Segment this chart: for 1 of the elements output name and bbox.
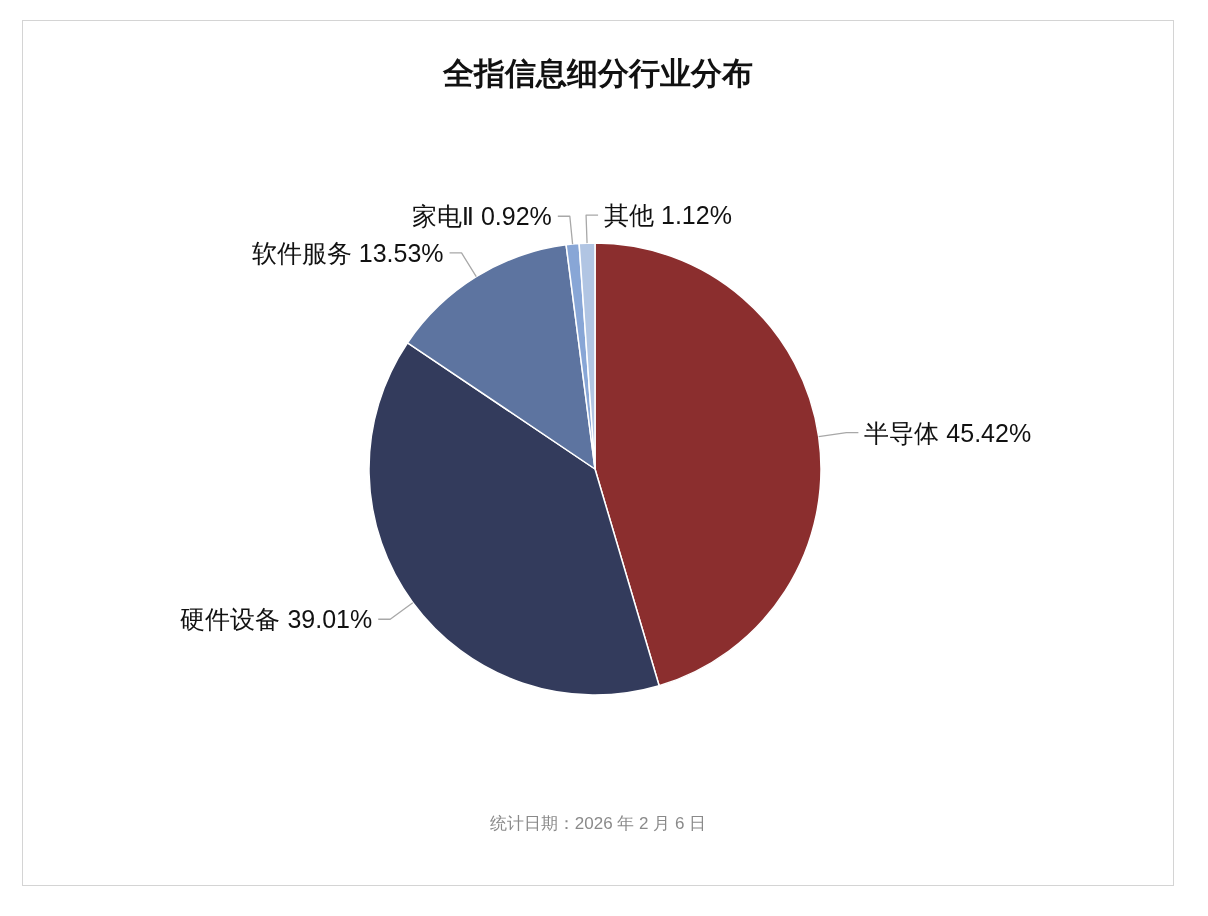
title: 全指信息细分行业分布 <box>443 56 753 91</box>
